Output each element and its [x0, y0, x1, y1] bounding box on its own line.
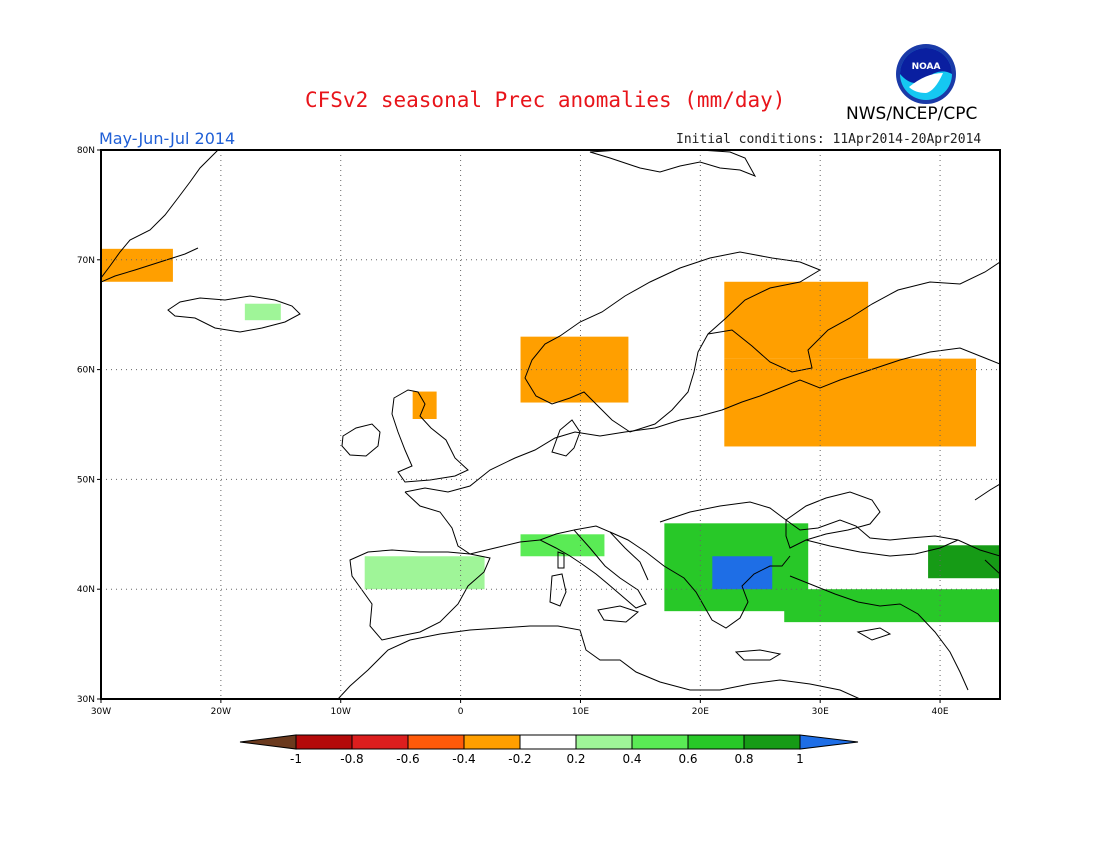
- anomaly-region-1: [244, 303, 281, 321]
- colorbar-label: -0.4: [452, 752, 475, 766]
- coastline-sicily: [597, 605, 640, 623]
- coastline-caspian: [974, 483, 1000, 501]
- lon-tick-label: 30W: [91, 707, 111, 717]
- colorbar-label: -1: [290, 752, 302, 766]
- map-title: CFSv2 seasonal Prec anomalies (mm/day): [305, 88, 786, 112]
- axis-ticks: 30N 40N 50N 60N 70N 80N 30W 20W 10W 0 10E 20E 30E 40E: [77, 146, 949, 717]
- colorbar-label: -0.2: [508, 752, 531, 766]
- colorbar-segment: [407, 734, 465, 750]
- coastline-black-sea: [785, 491, 881, 549]
- colorbar-segment: [631, 734, 689, 750]
- lon-tick-label: 20E: [692, 707, 709, 717]
- map-frame: [100, 149, 1001, 700]
- lon-tick-label: 40E: [931, 707, 948, 717]
- coastline-svalbard: [589, 150, 757, 177]
- colorbar: -1 -0.8 -0.6 -0.4 -0.2 0.2 0.4 0.6 0.8 1: [239, 734, 859, 766]
- lat-tick-label: 60N: [77, 366, 95, 376]
- lat-tick-label: 80N: [77, 146, 95, 156]
- lon-tick-label: 10W: [331, 707, 351, 717]
- coastline-cyprus: [856, 627, 892, 641]
- colorbar-segment: [687, 734, 745, 750]
- coastline-greenland: [101, 150, 219, 279]
- coastline-scandinavia: [524, 251, 822, 433]
- coastlines: [101, 150, 1000, 699]
- coastline-crete: [734, 649, 782, 661]
- initial-conditions: Initial conditions: 11Apr2014-20Apr2014: [676, 132, 982, 147]
- coastline-finland: [707, 261, 1000, 373]
- colorbar-label: 0.8: [734, 752, 753, 766]
- coastline-denmark: [551, 419, 581, 457]
- coastline-great-britain: [391, 389, 469, 483]
- noaa-logo-text: NOAA: [912, 62, 941, 72]
- anomaly-region-9: [712, 556, 773, 590]
- lon-tick-label: 20W: [211, 707, 231, 717]
- colorbar-label: 0.2: [566, 752, 585, 766]
- colorbar-low-arrow: [239, 734, 297, 750]
- anomaly-region-5: [724, 358, 977, 447]
- lon-tick-label: 30E: [812, 707, 829, 717]
- coastline-turkey: [789, 575, 969, 691]
- coastline-north-africa: [337, 625, 861, 699]
- coastline-sardinia: [549, 573, 567, 607]
- noaa-logo: NOAA: [896, 44, 956, 104]
- colorbar-label: -0.8: [340, 752, 363, 766]
- colorbar-label: -0.6: [396, 752, 419, 766]
- colorbar-label: 0.6: [678, 752, 697, 766]
- agency-label: NWS/NCEP/CPC: [846, 104, 978, 124]
- anomaly-region-0: [101, 248, 173, 282]
- coastline-corsica: [557, 551, 565, 569]
- lon-tick-label: 0: [458, 707, 464, 717]
- anomaly-region-10: [784, 589, 1000, 623]
- colorbar-segment: [743, 734, 801, 750]
- anomaly-region-3: [520, 336, 629, 403]
- colorbar-label: 0.4: [622, 752, 641, 766]
- colorbar-label: 1: [796, 752, 804, 766]
- colorbar-segment: [295, 734, 353, 750]
- lat-tick-label: 30N: [77, 695, 95, 705]
- coastline-ireland: [341, 423, 381, 457]
- colorbar-high-arrow: [799, 734, 859, 750]
- colorbar-segment: [575, 734, 633, 750]
- lon-tick-label: 10E: [572, 707, 589, 717]
- lat-tick-label: 40N: [77, 585, 95, 595]
- lat-tick-label: 70N: [77, 256, 95, 266]
- coastline-iberia: [349, 549, 491, 641]
- forecast-period: May-Jun-Jul 2014: [99, 129, 236, 148]
- anomaly-region-11: [928, 545, 1000, 579]
- anomaly-region-6: [364, 556, 485, 590]
- lat-tick-label: 50N: [77, 475, 95, 485]
- colorbar-segment: [351, 734, 409, 750]
- colorbar-segment: [519, 734, 577, 750]
- coastline-balkans: [609, 531, 791, 629]
- colorbar-segment: [463, 734, 521, 750]
- anomaly-region-4: [724, 281, 869, 359]
- anomaly-cells: [101, 248, 1000, 623]
- coastline-iceland: [167, 295, 301, 333]
- anomaly-region-7: [520, 534, 605, 557]
- coastline-italy: [538, 529, 647, 609]
